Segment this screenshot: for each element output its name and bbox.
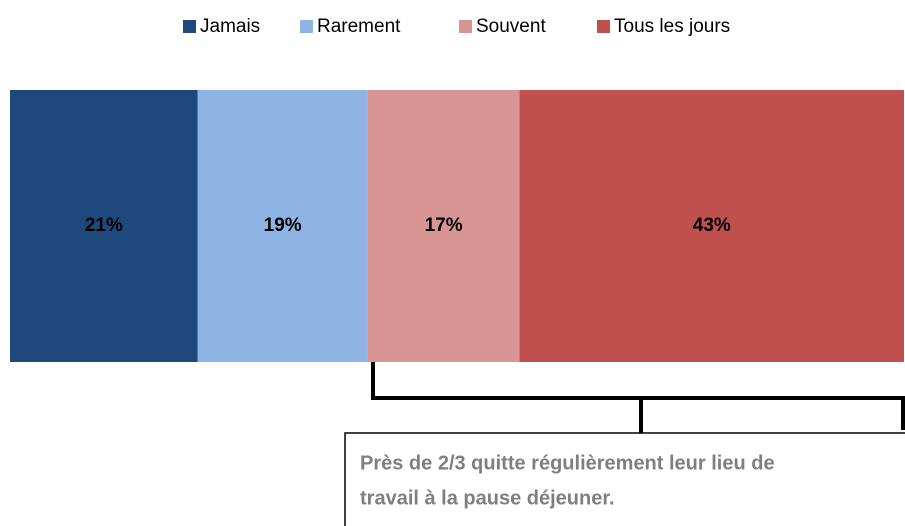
bar-segment (10, 90, 198, 362)
legend-label: Rarement (317, 16, 401, 37)
legend-label: Souvent (476, 16, 546, 37)
legend-label: Jamais (200, 16, 260, 37)
bar-segment (197, 90, 368, 362)
bar-segment (367, 90, 520, 362)
bar-segment (519, 90, 904, 362)
annotation-line: travail à la pause déjeuner. (360, 487, 615, 509)
bracket (371, 362, 905, 430)
legend-swatch (300, 20, 313, 33)
value-label: 21% (85, 215, 123, 236)
annotation-line: Près de 2/3 quitte régulièrement leur li… (360, 452, 775, 474)
value-label: 17% (425, 215, 463, 236)
legend-swatch (183, 20, 196, 33)
value-label: 19% (264, 215, 302, 236)
legend-swatch (597, 20, 610, 33)
legend-label: Tous les jours (614, 16, 730, 37)
annotation-box (344, 432, 905, 526)
value-label: 43% (693, 215, 731, 236)
legend-swatch (459, 20, 472, 33)
